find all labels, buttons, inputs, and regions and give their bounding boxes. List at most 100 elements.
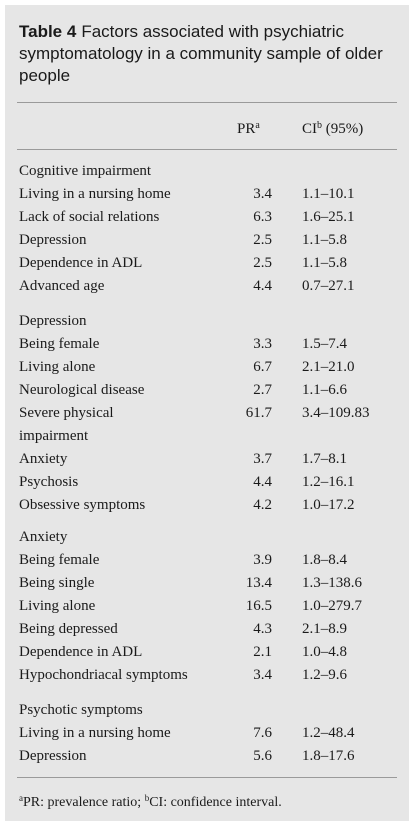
footnote-b-text: CI: confidence interval. — [149, 795, 282, 810]
ci-value: 1.0–4.8 — [302, 644, 347, 660]
table-row: Severe physical 61.7 3.4–109.83 impairment — [19, 405, 399, 444]
pr-value: 4.4 — [253, 474, 272, 490]
table-row: Living in a nursing home 7.6 1.2–48.4 — [19, 725, 399, 748]
ci-value: 1.1–6.6 — [302, 382, 347, 398]
table-label: Table 4 — [19, 22, 77, 41]
table-row: Living in a nursing home 3.4 1.1–10.1 — [19, 186, 399, 209]
factor-name: Being female — [19, 336, 100, 352]
table-caption-text: Factors associated with psychiatric symp… — [19, 22, 383, 85]
ci-value: 1.1–5.8 — [302, 232, 347, 248]
table-row: Obsessive symptoms 4.2 1.0–17.2 — [19, 497, 399, 520]
factor-name: Dependence in ADL — [19, 255, 143, 271]
factor-name-continued: impairment — [19, 428, 89, 444]
ci-value: 1.1–10.1 — [302, 186, 355, 202]
table-row: Hypochondriacal symptoms 3.4 1.2–9.6 — [19, 667, 399, 690]
header-ci: CIb (95%) — [302, 121, 363, 138]
ci-value: 2.1–21.0 — [302, 359, 355, 375]
factor-name: Living in a nursing home — [19, 725, 171, 741]
ci-value: 1.2–9.6 — [302, 667, 347, 683]
pr-value: 4.2 — [253, 497, 272, 513]
table-row: Being female 3.3 1.5–7.4 — [19, 336, 399, 359]
pr-value: 4.4 — [253, 278, 272, 294]
factor-name: Lack of social relations — [19, 209, 160, 225]
table-row: Dependence in ADL 2.1 1.0–4.8 — [19, 644, 399, 667]
factor-name: Severe physical — [19, 405, 114, 421]
ci-value: 1.0–17.2 — [302, 497, 355, 513]
ci-value: 1.5–7.4 — [302, 336, 347, 352]
table-footnote: aPR: prevalence ratio; bCI: confidence i… — [19, 793, 282, 811]
ci-value: 1.8–8.4 — [302, 552, 347, 568]
header-ci-sup: b — [317, 120, 322, 131]
table-row: Living alone 16.5 1.0–279.7 — [19, 598, 399, 621]
footnote-a-mark: a — [19, 793, 23, 803]
table-row: Depression 2.5 1.1–5.8 — [19, 232, 399, 255]
pr-value: 16.5 — [245, 598, 272, 614]
table-caption: Table 4 Factors associated with psychiatr… — [19, 21, 399, 87]
pr-value: 2.5 — [253, 232, 272, 248]
table-row: Anxiety 3.7 1.7–8.1 — [19, 451, 399, 474]
factor-name: Neurological disease — [19, 382, 145, 398]
ci-value: 1.7–8.1 — [302, 451, 347, 467]
factor-name: Depression — [19, 232, 87, 248]
pr-value: 3.4 — [253, 186, 272, 202]
factor-name: Living in a nursing home — [19, 186, 171, 202]
ci-value: 1.8–17.6 — [302, 748, 355, 764]
factor-name: Depression — [19, 748, 87, 764]
table-row: Advanced age 4.4 0.7–27.1 — [19, 278, 399, 301]
ci-value: 1.6–25.1 — [302, 209, 355, 225]
table-panel: Table 4 Factors associated with psychiatr… — [5, 5, 409, 821]
footnote-a-text: PR: prevalence ratio; — [23, 795, 145, 810]
table-row: Being female 3.9 1.8–8.4 — [19, 552, 399, 575]
pr-value: 2.7 — [253, 382, 272, 398]
factor-name: Hypochondriacal symptoms — [19, 667, 188, 683]
header-rule — [17, 149, 397, 150]
header-pr: PRa — [237, 121, 260, 138]
pr-value: 3.3 — [253, 336, 272, 352]
top-rule — [17, 102, 397, 103]
ci-value: 2.1–8.9 — [302, 621, 347, 637]
pr-value: 2.1 — [253, 644, 272, 660]
header-pr-text: PR — [237, 121, 256, 137]
table-row: Lack of social relations 6.3 1.6–25.1 — [19, 209, 399, 232]
table-row: Psychosis 4.4 1.2–16.1 — [19, 474, 399, 497]
header-ci-text: CI — [302, 121, 317, 137]
pr-value: 3.9 — [253, 552, 272, 568]
factor-name: Being depressed — [19, 621, 118, 637]
ci-value: 3.4–109.83 — [302, 405, 370, 421]
table-row: Neurological disease 2.7 1.1–6.6 — [19, 382, 399, 405]
table-row: Living alone 6.7 2.1–21.0 — [19, 359, 399, 382]
ci-value: 1.3–138.6 — [302, 575, 362, 591]
pr-value: 61.7 — [245, 405, 272, 421]
pr-value: 3.4 — [253, 667, 272, 683]
group-title: Cognitive impairment — [19, 163, 152, 179]
ci-value: 0.7–27.1 — [302, 278, 355, 294]
factor-name: Being single — [19, 575, 95, 591]
footnote-b-mark: b — [144, 793, 150, 803]
factor-name: Being female — [19, 552, 100, 568]
group-title: Anxiety — [19, 529, 68, 545]
factor-name: Dependence in ADL — [19, 644, 143, 660]
factor-name: Anxiety — [19, 451, 68, 467]
ci-value: 1.1–5.8 — [302, 255, 347, 271]
pr-value: 5.6 — [253, 748, 272, 764]
pr-value: 2.5 — [253, 255, 272, 271]
pr-value: 4.3 — [253, 621, 272, 637]
header-ci-suffix: (95%) — [322, 121, 364, 137]
pr-value: 3.7 — [253, 451, 272, 467]
table-row: Being single 13.4 1.3–138.6 — [19, 575, 399, 598]
factor-name: Living alone — [19, 598, 96, 614]
table-row: Being depressed 4.3 2.1–8.9 — [19, 621, 399, 644]
header-pr-sup: a — [255, 120, 260, 131]
pr-value: 13.4 — [245, 575, 272, 591]
factor-name: Obsessive symptoms — [19, 497, 146, 513]
pr-value: 6.7 — [253, 359, 272, 375]
ci-value: 1.2–16.1 — [302, 474, 355, 490]
factor-name: Psychosis — [19, 474, 79, 490]
table-row: Depression 5.6 1.8–17.6 — [19, 748, 399, 771]
table-row: Dependence in ADL 2.5 1.1–5.8 — [19, 255, 399, 278]
pr-value: 7.6 — [253, 725, 272, 741]
ci-value: 1.0–279.7 — [302, 598, 362, 614]
bottom-rule — [17, 777, 397, 778]
factor-name: Advanced age — [19, 278, 105, 294]
factor-name: Living alone — [19, 359, 96, 375]
